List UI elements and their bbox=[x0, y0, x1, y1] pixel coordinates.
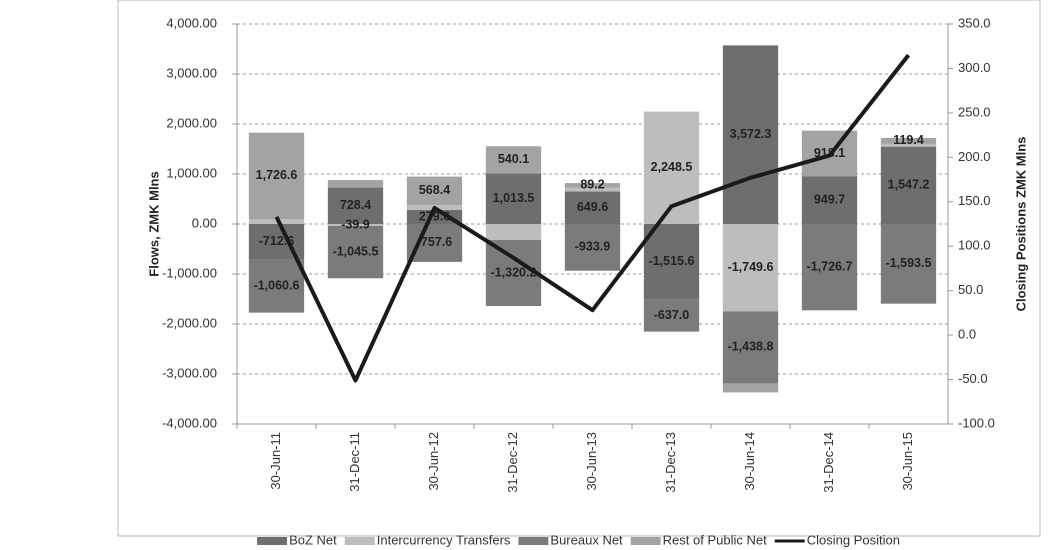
x-tick-label: 30-Jun-11 bbox=[268, 432, 283, 490]
bar-segment bbox=[248, 259, 305, 313]
bar-segment bbox=[801, 176, 858, 224]
y2-tick-label: -100.0 bbox=[958, 415, 995, 430]
value-label: 89.2 bbox=[580, 178, 604, 192]
value-label: -1,320.2 bbox=[491, 265, 537, 279]
value-label: 119.4 bbox=[893, 133, 924, 147]
legend-label: Bureaux Net bbox=[550, 532, 623, 547]
bar-segment bbox=[722, 45, 779, 225]
legend-swatch bbox=[344, 537, 375, 545]
y-tick-label: -1,000.00 bbox=[162, 265, 217, 280]
bar-segment bbox=[327, 180, 384, 188]
legend-swatch bbox=[518, 537, 549, 545]
bar-segment bbox=[564, 191, 621, 224]
bar-segment bbox=[485, 146, 542, 174]
value-label: 3,572.3 bbox=[730, 127, 772, 141]
y2-tick-label: 50.0 bbox=[958, 282, 983, 297]
bar-segment bbox=[722, 224, 779, 312]
value-label: -1,726.7 bbox=[807, 259, 853, 273]
value-label: 540.1 bbox=[498, 152, 529, 166]
bar-segment bbox=[564, 187, 621, 192]
bar-segment bbox=[485, 173, 542, 224]
bar-segment bbox=[327, 224, 384, 226]
y-axis-title: Flows, ZMK Mlns bbox=[146, 171, 161, 276]
y2-tick-label: 300.0 bbox=[958, 60, 991, 75]
bar-segment bbox=[880, 224, 937, 304]
bar-segment bbox=[564, 224, 621, 271]
value-label: 1,013.5 bbox=[493, 191, 535, 205]
bar-segment bbox=[248, 132, 305, 219]
x-tick-label: 31-Dec-11 bbox=[347, 432, 362, 492]
line bbox=[274, 53, 911, 383]
y2-tick-label: 250.0 bbox=[958, 104, 991, 119]
value-label: 1,726.6 bbox=[256, 168, 298, 182]
value-label: -757.6 bbox=[417, 235, 452, 249]
value-label: -1,593.5 bbox=[886, 256, 932, 270]
y2-tick-label: 100.0 bbox=[958, 238, 991, 253]
bar-segment bbox=[485, 240, 542, 307]
value-label: -39.9 bbox=[341, 217, 370, 231]
bar-segment bbox=[485, 224, 542, 240]
value-label: 568.4 bbox=[419, 183, 450, 197]
value-label: -1,045.5 bbox=[333, 244, 379, 258]
bars bbox=[248, 45, 937, 393]
x-tick-label: 31-Dec-13 bbox=[663, 432, 678, 493]
value-label: 2,248.5 bbox=[651, 160, 693, 174]
value-label: -637.0 bbox=[654, 308, 689, 322]
legend-label: BoZ Net bbox=[289, 532, 337, 547]
value-label: -1,060.6 bbox=[254, 278, 300, 292]
legend-label: Intercurrency Transfers bbox=[377, 532, 511, 547]
bar-segment bbox=[880, 143, 937, 147]
y-tick-label: 1,000.00 bbox=[166, 165, 217, 180]
chart-frame bbox=[117, 0, 1041, 537]
x-tick-label: 30-Jun-13 bbox=[584, 432, 599, 491]
y-tick-label: -3,000.00 bbox=[162, 365, 217, 380]
y-tick-label: 3,000.00 bbox=[166, 65, 217, 80]
bar-segment bbox=[722, 311, 779, 384]
legend-swatch bbox=[257, 537, 288, 545]
x-tick-label: 30-Jun-14 bbox=[742, 432, 757, 491]
bar-segment bbox=[880, 146, 937, 224]
y-tick-label: 4,000.00 bbox=[166, 15, 217, 30]
y-tick-label: -2,000.00 bbox=[162, 315, 217, 330]
bar-segment bbox=[643, 299, 700, 332]
bar-segment bbox=[880, 137, 937, 144]
value-label: 728.4 bbox=[340, 198, 371, 212]
bar-segment bbox=[722, 383, 779, 393]
bar-segment bbox=[248, 219, 305, 224]
x-tick-label: 31-Dec-14 bbox=[821, 432, 836, 493]
bar-segment bbox=[327, 225, 384, 279]
y2-tick-label: 150.0 bbox=[958, 193, 991, 208]
bar-segment bbox=[406, 224, 463, 262]
bar-segment bbox=[406, 210, 463, 224]
value-label: -1,438.8 bbox=[728, 340, 774, 354]
y-tick-label: 0.00 bbox=[192, 215, 217, 230]
y-tick-label: -4,000.00 bbox=[162, 415, 217, 430]
legend-label: Closing Position bbox=[807, 532, 900, 547]
value-label: -1,515.6 bbox=[649, 254, 695, 268]
x-tick-label: 30-Jun-15 bbox=[900, 432, 915, 491]
bar-segment bbox=[327, 187, 384, 224]
bar-segment bbox=[406, 176, 463, 206]
value-label: 1,547.2 bbox=[888, 178, 930, 192]
bar-segment bbox=[564, 183, 621, 188]
y2-tick-label: 0.0 bbox=[958, 327, 976, 342]
value-label: 649.6 bbox=[577, 200, 608, 214]
y2-tick-label: 350.0 bbox=[958, 15, 991, 30]
value-label: 949.7 bbox=[814, 193, 845, 207]
x-tick-label: 31-Dec-12 bbox=[505, 432, 520, 493]
legend: BoZ Net Intercurrency Transfers Bureaux Ne… bbox=[257, 532, 900, 547]
y-tick-label: 2,000.00 bbox=[166, 115, 217, 130]
y2-axis-title: Closing Positions ZMK Mlns bbox=[1013, 137, 1028, 312]
y2-tick-label: 200.0 bbox=[958, 149, 991, 164]
value-label: -933.9 bbox=[575, 240, 610, 254]
bar-segment bbox=[801, 224, 858, 311]
legend-label: Rest of Public Net bbox=[663, 532, 767, 547]
value-label: -1,749.6 bbox=[728, 260, 774, 274]
x-tick-label: 30-Jun-12 bbox=[426, 432, 441, 491]
y2-tick-label: -50.0 bbox=[958, 371, 988, 386]
legend-swatch bbox=[630, 537, 661, 545]
bar-segment bbox=[643, 224, 700, 300]
